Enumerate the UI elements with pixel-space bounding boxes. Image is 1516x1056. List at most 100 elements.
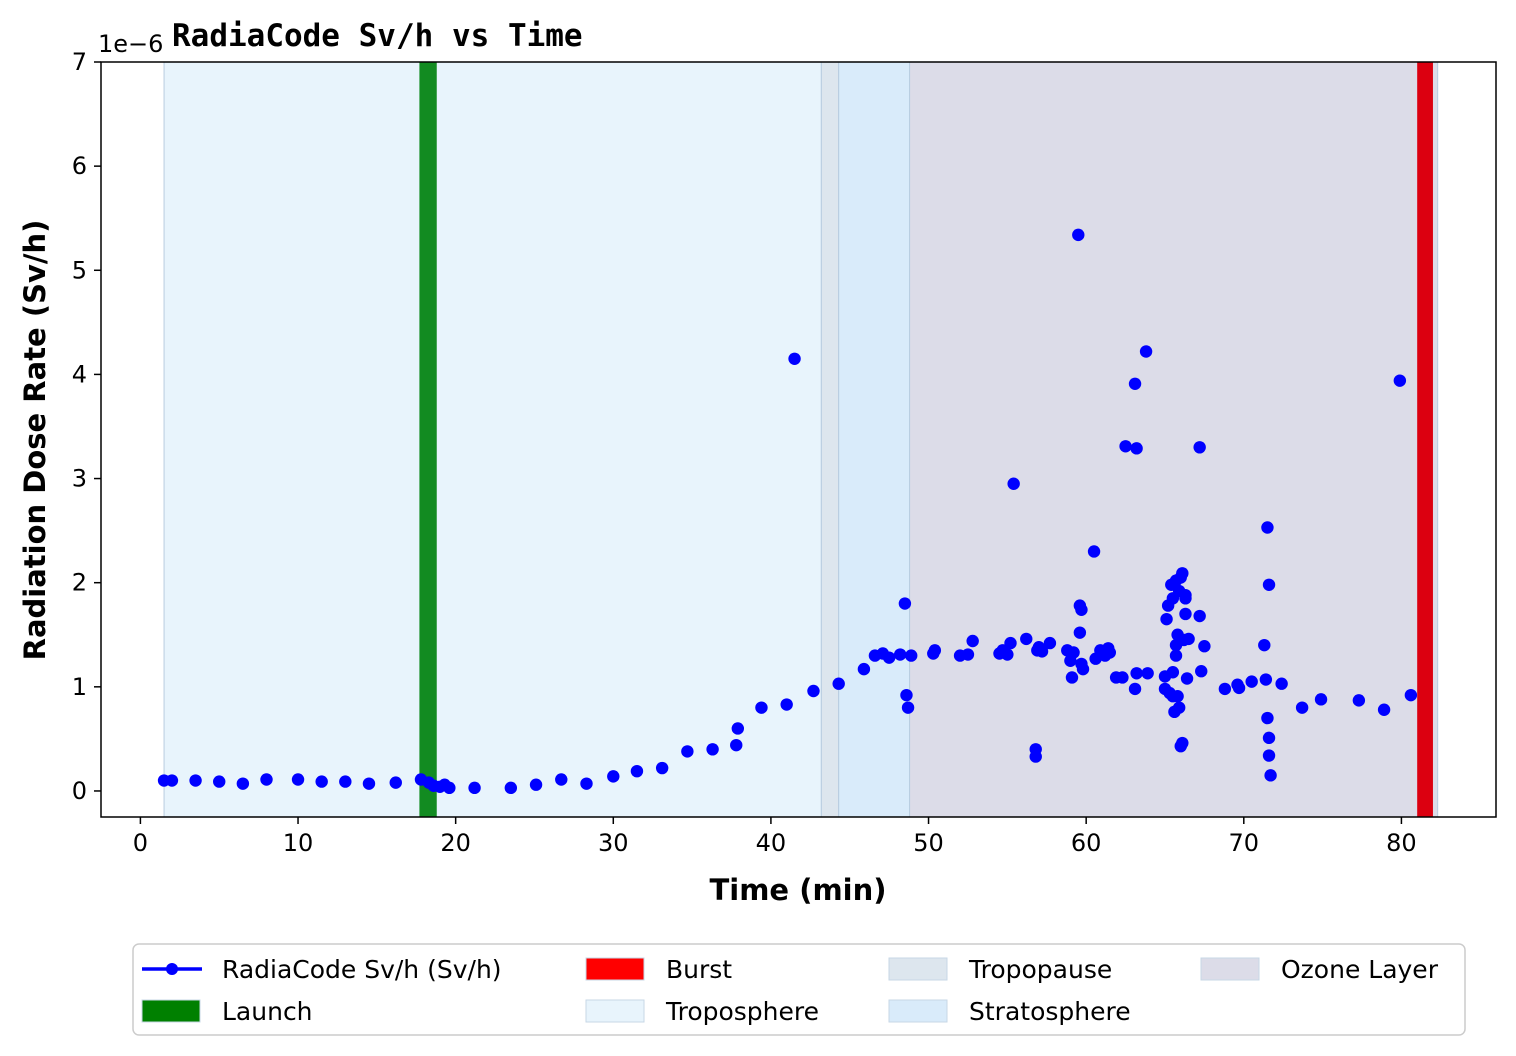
x-tick-label: 0 bbox=[133, 829, 148, 857]
data-point bbox=[1169, 649, 1183, 662]
x-tick-label: 20 bbox=[440, 829, 471, 857]
data-point bbox=[580, 777, 593, 790]
chart-title: RadiaCode Sv/h vs Time bbox=[172, 18, 583, 54]
data-point bbox=[339, 775, 352, 788]
data-point bbox=[1261, 521, 1274, 534]
event-burst-marker bbox=[1417, 62, 1433, 817]
legend-item-stratosphere: Stratosphere bbox=[888, 997, 1131, 1026]
data-point bbox=[755, 701, 768, 714]
data-point bbox=[1001, 648, 1014, 661]
band-tropopause bbox=[820, 61, 840, 818]
bands-layer bbox=[163, 61, 1439, 818]
data-point bbox=[468, 781, 481, 795]
data-point bbox=[1314, 693, 1328, 706]
y-axis-ticks: 0 1 2 3 4 5 6 7 bbox=[72, 48, 101, 805]
data-point bbox=[607, 770, 620, 783]
x-tick-label: 70 bbox=[1229, 829, 1260, 857]
data-point bbox=[1029, 750, 1042, 763]
data-point bbox=[730, 738, 743, 752]
data-point bbox=[1179, 607, 1192, 621]
x-tick-label: 10 bbox=[283, 829, 314, 857]
data-point bbox=[1020, 632, 1033, 646]
legend-swatch bbox=[141, 999, 201, 1023]
data-point bbox=[1179, 592, 1192, 605]
legend-box bbox=[132, 943, 1466, 1036]
data-point bbox=[1128, 682, 1142, 696]
data-point bbox=[882, 651, 896, 664]
data-point bbox=[1259, 673, 1273, 686]
data-point bbox=[780, 698, 793, 711]
data-point bbox=[1116, 671, 1129, 684]
legend-item-troposphere: Troposphere bbox=[585, 997, 819, 1026]
legend-swatch bbox=[1200, 957, 1260, 981]
data-point bbox=[1171, 690, 1184, 703]
legend-swatch bbox=[585, 999, 645, 1023]
data-point bbox=[1218, 682, 1232, 696]
data-point bbox=[213, 775, 226, 788]
legend-swatch bbox=[585, 957, 645, 981]
legend-swatch bbox=[888, 957, 948, 981]
x-tick-label: 40 bbox=[756, 829, 787, 857]
x-axis-ticks: 0 10 20 30 40 50 60 70 80 bbox=[133, 817, 1417, 857]
data-point bbox=[901, 701, 915, 714]
data-point bbox=[655, 761, 669, 775]
data-point bbox=[1245, 675, 1258, 688]
data-point bbox=[966, 634, 979, 648]
legend-label: Ozone Layer bbox=[1281, 955, 1439, 984]
data-point bbox=[1007, 477, 1020, 490]
legend-label: Burst bbox=[666, 955, 732, 984]
data-point bbox=[389, 776, 402, 789]
data-point bbox=[1176, 567, 1189, 580]
y-tick-label: 1 bbox=[72, 673, 87, 701]
legend-label: Stratosphere bbox=[969, 997, 1131, 1026]
data-point bbox=[1119, 440, 1132, 453]
y-tick-label: 7 bbox=[72, 48, 87, 76]
data-point bbox=[1172, 701, 1186, 714]
data-point bbox=[731, 722, 745, 735]
data-point bbox=[788, 352, 801, 365]
events-layer bbox=[419, 62, 1433, 817]
legend-item-tropopause: Tropopause bbox=[888, 955, 1112, 984]
data-point bbox=[1393, 374, 1407, 387]
y-tick-label: 0 bbox=[72, 777, 87, 805]
data-point bbox=[1262, 578, 1276, 591]
data-point bbox=[1141, 667, 1154, 680]
data-point bbox=[1087, 545, 1101, 558]
band-stratosphere bbox=[838, 61, 911, 818]
data-point bbox=[1176, 736, 1189, 750]
data-point bbox=[1264, 769, 1277, 782]
data-point bbox=[504, 781, 518, 795]
legend: RadiaCode Sv/h (Sv/h) Launch Burst Troposph… bbox=[132, 943, 1466, 1036]
y-tick-label: 6 bbox=[72, 152, 87, 180]
data-point bbox=[1166, 666, 1180, 679]
data-point bbox=[236, 777, 250, 790]
x-tick-label: 30 bbox=[598, 829, 629, 857]
data-point bbox=[900, 688, 913, 702]
x-tick-label: 80 bbox=[1386, 829, 1417, 857]
data-point bbox=[1404, 688, 1418, 702]
data-point bbox=[1103, 646, 1117, 659]
data-point bbox=[857, 662, 871, 676]
data-point bbox=[1195, 665, 1208, 678]
data-point bbox=[1160, 612, 1173, 626]
data-point bbox=[1262, 731, 1276, 745]
data-point bbox=[443, 781, 456, 795]
data-point bbox=[189, 774, 202, 787]
plot-frame bbox=[100, 61, 1497, 818]
data-point bbox=[1232, 681, 1246, 695]
data-point bbox=[1182, 632, 1195, 646]
data-point bbox=[807, 684, 820, 698]
data-point bbox=[555, 773, 568, 786]
data-point bbox=[898, 597, 912, 610]
data-point bbox=[1295, 701, 1309, 714]
data-point bbox=[832, 677, 845, 690]
legend-label: Launch bbox=[222, 997, 313, 1026]
data-point bbox=[1262, 749, 1276, 762]
data-point bbox=[630, 764, 644, 778]
data-point bbox=[1130, 667, 1143, 680]
data-point bbox=[681, 745, 694, 758]
x-tick-label: 50 bbox=[913, 829, 944, 857]
x-tick-label: 60 bbox=[1071, 829, 1102, 857]
legend-label: Troposphere bbox=[665, 997, 819, 1026]
